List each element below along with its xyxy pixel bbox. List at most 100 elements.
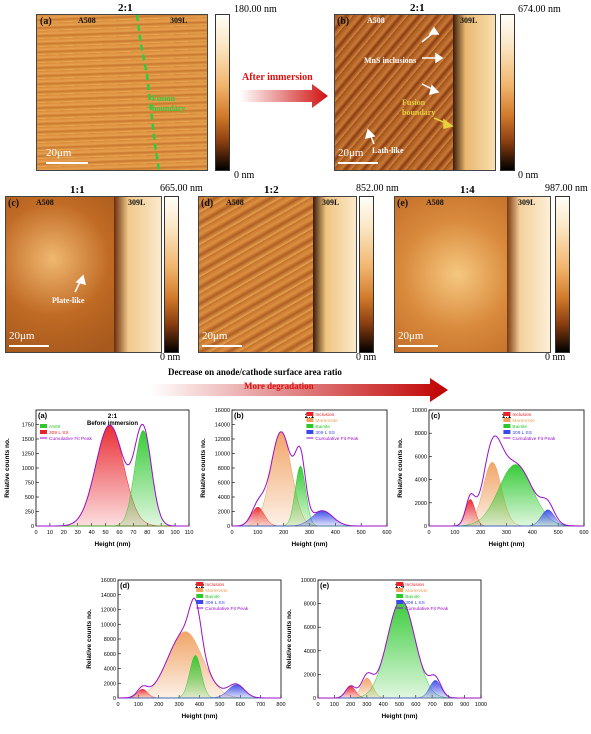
legend-entry: 309 L SS bbox=[205, 600, 225, 606]
chart-title: 2:1 bbox=[305, 413, 315, 420]
legend-swatch bbox=[196, 588, 204, 592]
y-tick-label: 12000 bbox=[215, 437, 230, 443]
y-tick-label: 14000 bbox=[215, 423, 230, 429]
y-tick-label: 1000 bbox=[22, 466, 34, 472]
afm-c-colorbar bbox=[164, 196, 179, 353]
after-immersion-arrow-shape bbox=[240, 84, 328, 108]
legend-swatch bbox=[306, 412, 314, 416]
x-tick-label: 600 bbox=[411, 702, 420, 708]
series-area-bainite bbox=[429, 464, 584, 527]
x-tick-label: 600 bbox=[579, 530, 588, 536]
x-tick-label: 300 bbox=[362, 702, 371, 708]
legend-entry: Inclusion bbox=[405, 582, 424, 588]
x-tick-label: 100 bbox=[134, 702, 143, 708]
y-tick-label: 8000 bbox=[304, 602, 316, 608]
series-area-bainite bbox=[318, 599, 481, 699]
chart-title: 1:4 bbox=[395, 583, 405, 590]
afm-b-right-label: 309L bbox=[460, 16, 478, 25]
y-tick-label: 0 bbox=[31, 524, 34, 530]
legend-swatch bbox=[40, 424, 47, 428]
x-tick-label: 500 bbox=[357, 530, 366, 536]
legend-swatch bbox=[196, 594, 204, 598]
legend-entry: Martensite bbox=[315, 418, 338, 424]
more-degradation-label: More degradation bbox=[244, 381, 314, 391]
chart-panel-letter: (c) bbox=[431, 411, 441, 420]
y-tick-label: 2000 bbox=[304, 672, 316, 678]
legend-entry: Cumulative Fit Peak bbox=[405, 606, 449, 612]
chart-subtitle: Before immersion bbox=[87, 421, 138, 427]
chart-panel-letter: (a) bbox=[38, 411, 48, 420]
x-tick-label: 800 bbox=[444, 702, 453, 708]
y-tick-label: 0 bbox=[424, 524, 427, 530]
x-tick-label: 30 bbox=[75, 530, 81, 536]
y-tick-label: 1250 bbox=[22, 452, 34, 458]
legend-swatch bbox=[396, 600, 404, 604]
legend-entry: Cumulative Fit Peak bbox=[512, 436, 556, 442]
x-tick-label: 0 bbox=[34, 530, 37, 536]
x-tick-label: 300 bbox=[305, 530, 314, 536]
afm-e-right-label: 309L bbox=[518, 198, 536, 207]
afm-e-scale-text: 20μm bbox=[398, 330, 424, 342]
legend-entry: Cumulative Fit Peak bbox=[315, 436, 359, 442]
y-tick-label: 10000 bbox=[215, 452, 230, 458]
afm-c-right-label: 309L bbox=[128, 198, 146, 207]
y-tick-label: 8000 bbox=[104, 637, 116, 643]
afm-b-scale-bar bbox=[338, 162, 378, 164]
afm-b-lath-label: Lath-like bbox=[372, 146, 404, 155]
afm-c-arrow bbox=[74, 274, 87, 293]
afm-c-colorbar-max: 665.00 nm bbox=[160, 183, 203, 194]
y-tick-label: 6000 bbox=[415, 454, 427, 460]
x-tick-label: 500 bbox=[554, 530, 563, 536]
x-tick-label: 10 bbox=[47, 530, 53, 536]
afm-image-c bbox=[5, 196, 162, 353]
afm-c-title: 1:1 bbox=[70, 184, 85, 196]
y-tick-label: 4000 bbox=[218, 495, 230, 501]
x-tick-label: 200 bbox=[346, 702, 355, 708]
afm-b-colorbar-max: 674.00 nm bbox=[518, 4, 561, 15]
afm-c-letter: (c) bbox=[8, 198, 20, 209]
x-tick-label: 600 bbox=[236, 702, 245, 708]
x-tick-label: 600 bbox=[382, 530, 391, 536]
y-tick-label: 10000 bbox=[101, 622, 116, 628]
x-tick-label: 400 bbox=[528, 530, 537, 536]
afm-image-a bbox=[36, 14, 208, 171]
y-tick-label: 16000 bbox=[215, 408, 230, 414]
legend-swatch bbox=[396, 588, 404, 592]
y-tick-label: 250 bbox=[25, 510, 34, 516]
afm-b-letter: (b) bbox=[337, 16, 350, 27]
afm-d-colorbar-max: 852.00 nm bbox=[356, 183, 399, 194]
y-tick-label: 14000 bbox=[101, 593, 116, 599]
afm-a-scale-bar bbox=[46, 162, 88, 164]
x-tick-label: 80 bbox=[144, 530, 150, 536]
legend-entry: 309 L SS bbox=[49, 430, 69, 436]
x-tick-label: 0 bbox=[230, 530, 233, 536]
y-tick-label: 10000 bbox=[412, 408, 427, 414]
x-tick-label: 900 bbox=[460, 702, 469, 708]
x-tick-label: 400 bbox=[379, 702, 388, 708]
y-tick-label: 1500 bbox=[22, 437, 34, 443]
histogram-chart-a: 0 250 500 750 1000 1250 1500 1750 0 10 20 30 40 50 60 7… bbox=[4, 409, 193, 548]
x-tick-label: 500 bbox=[215, 702, 224, 708]
legend-entry: Martensite bbox=[405, 588, 428, 594]
afm-b-scale-text: 20μm bbox=[338, 147, 364, 159]
afm-b-309l-region bbox=[453, 15, 495, 170]
chart-panel-letter: (d) bbox=[120, 581, 130, 590]
y-tick-label: 4000 bbox=[304, 649, 316, 655]
y-axis-label: Relative counts no. bbox=[200, 438, 207, 498]
afm-b-left-label: A508 bbox=[367, 16, 385, 25]
afm-a-right-label: 309L bbox=[170, 16, 188, 25]
afm-c-scale-bar bbox=[9, 345, 49, 347]
legend-swatch bbox=[503, 418, 511, 422]
afm-b-colorbar-min: 0 nm bbox=[518, 170, 539, 181]
cumulative-fit-line bbox=[36, 423, 189, 527]
y-tick-label: 0 bbox=[227, 524, 230, 530]
x-tick-label: 400 bbox=[195, 702, 204, 708]
y-axis-label: Relative counts no. bbox=[397, 438, 404, 498]
x-axis-label: Height (nm) bbox=[94, 541, 130, 548]
y-axis-label: Relative counts no. bbox=[286, 609, 293, 669]
afm-d-right-label: 309L bbox=[322, 198, 340, 207]
x-tick-label: 90 bbox=[158, 530, 164, 536]
afm-a-colorbar bbox=[215, 14, 230, 171]
legend-entry: Martensite bbox=[512, 418, 535, 424]
afm-c-left-label: A508 bbox=[36, 198, 54, 207]
